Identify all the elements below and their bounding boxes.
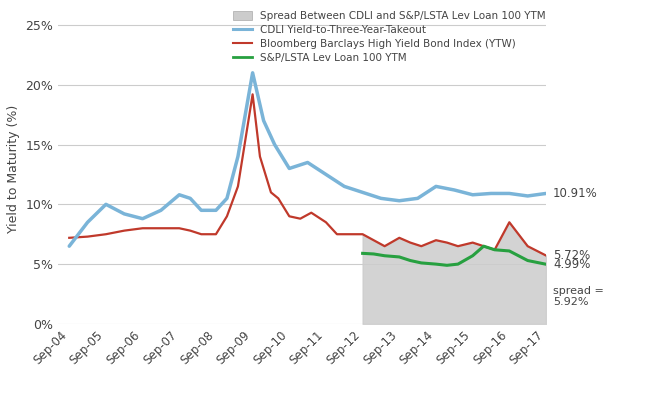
Legend: Spread Between CDLI and S&P/LSTA Lev Loan 100 YTM, CDLI Yield-to-Three-Year-Take: Spread Between CDLI and S&P/LSTA Lev Loa… — [229, 7, 550, 67]
Y-axis label: Yield to Maturity (%): Yield to Maturity (%) — [7, 104, 20, 233]
Text: 5.72%: 5.72% — [553, 249, 590, 262]
Text: 4.99%: 4.99% — [553, 258, 590, 271]
Text: 10.91%: 10.91% — [553, 187, 598, 200]
Text: spread =
5.92%: spread = 5.92% — [553, 286, 604, 307]
